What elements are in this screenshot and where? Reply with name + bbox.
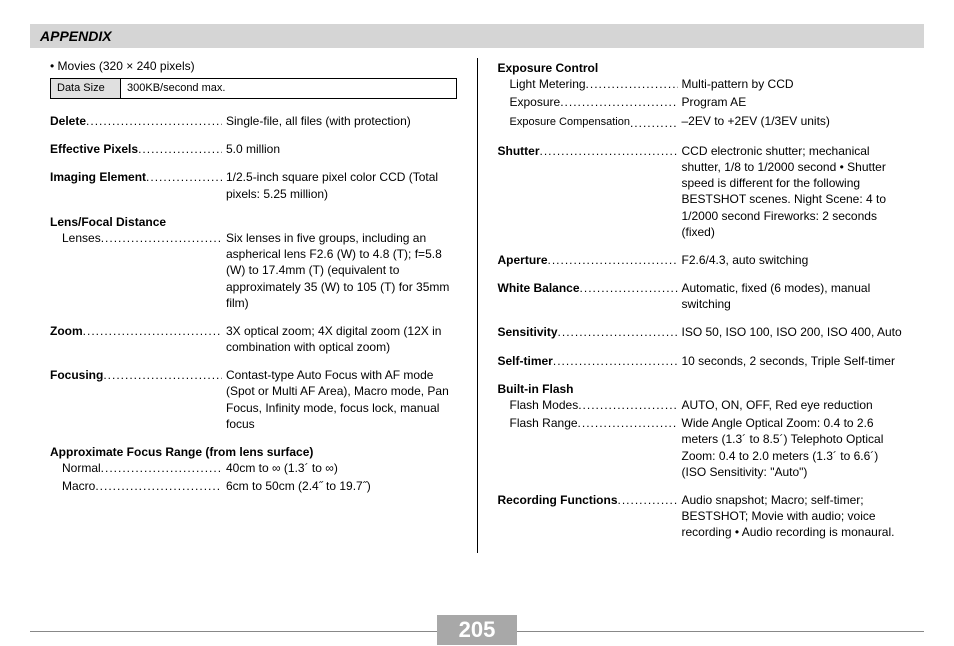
data-size-label: Data Size (51, 79, 121, 99)
spec-value: 6cm to 50cm (2.4˝ to 19.7˝) (222, 478, 457, 494)
spec-value: AUTO, ON, OFF, Red eye reduction (678, 397, 905, 413)
spec-label: Self-timer (498, 353, 553, 369)
spec-selft: Self-timer 10 seconds, 2 seconds, Triple… (498, 353, 905, 369)
dots (548, 252, 678, 268)
spec-label: Shutter (498, 143, 540, 159)
spec-value: 1/2.5-inch square pixel color CCD (Total… (222, 169, 457, 201)
dots (578, 415, 678, 431)
spec-label: Delete (50, 113, 86, 129)
spec-label: Zoom (50, 323, 83, 339)
right-column: Exposure Control Light Metering Multi-pa… (478, 58, 925, 553)
spec-label: Normal (50, 460, 101, 476)
data-size-table: Data Size 300KB/second max. (50, 78, 457, 99)
spec-value: Single-file, all files (with protection) (222, 113, 457, 129)
spec-lightm: Light Metering Multi-pattern by CCD (498, 76, 905, 92)
spec-label: Sensitivity (498, 324, 558, 340)
dots (558, 324, 678, 340)
dots (101, 460, 222, 476)
spec-value: Wide Angle Optical Zoom: 0.4 to 2.6 mete… (678, 415, 905, 480)
spec-label: Effective Pixels (50, 141, 138, 157)
spec-shutter: Shutter CCD electronic shutter; mechanic… (498, 143, 905, 240)
spec-value: Automatic, fixed (6 modes), manual switc… (678, 280, 905, 312)
dots (540, 143, 678, 159)
spec-delete: Delete Single-file, all files (with prot… (50, 113, 457, 129)
spec-label: Imaging Element (50, 169, 146, 185)
page-number: 205 (437, 615, 518, 645)
spec-label: Flash Range (498, 415, 578, 431)
spec-imgel: Imaging Element 1/2.5-inch square pixel … (50, 169, 457, 201)
page-footer: 205 (30, 615, 924, 632)
exposure-head: Exposure Control (498, 60, 905, 76)
spec-normal: Normal 40cm to ∞ (1.3´ to ∞) (50, 460, 457, 476)
movies-label: • Movies (320 × 240 pixels) (50, 58, 457, 74)
dots (618, 492, 678, 508)
data-size-value: 300KB/second max. (121, 79, 457, 99)
spec-label: Lenses (50, 230, 101, 246)
dots (580, 280, 678, 296)
spec-label: Light Metering (498, 76, 586, 92)
spec-label: Flash Modes (498, 397, 579, 413)
spec-label: Aperture (498, 252, 548, 268)
dots (146, 169, 222, 185)
spec-value: CCD electronic shutter; mechanical shutt… (678, 143, 905, 240)
spec-label: Focusing (50, 367, 103, 383)
spec-fmodes: Flash Modes AUTO, ON, OFF, Red eye reduc… (498, 397, 905, 413)
dots (101, 230, 222, 246)
dots (95, 478, 222, 494)
dots (83, 323, 222, 339)
left-column: • Movies (320 × 240 pixels) Data Size 30… (30, 58, 478, 553)
flash-head: Built-in Flash (498, 381, 905, 397)
content-columns: • Movies (320 × 240 pixels) Data Size 30… (30, 58, 924, 553)
spec-frange: Flash Range Wide Angle Optical Zoom: 0.4… (498, 415, 905, 480)
spec-label: Recording Functions (498, 492, 618, 508)
spec-value: –2EV to +2EV (1/3EV units) (678, 113, 905, 129)
spec-label: Macro (50, 478, 95, 494)
spec-exposure: Exposure Program AE (498, 94, 905, 110)
spec-macro: Macro 6cm to 50cm (2.4˝ to 19.7˝) (50, 478, 457, 494)
spec-lenses: Lenses Six lenses in five groups, includ… (50, 230, 457, 311)
spec-wb: White Balance Automatic, fixed (6 modes)… (498, 280, 905, 312)
spec-value: Multi-pattern by CCD (678, 76, 905, 92)
dots (86, 113, 222, 129)
spec-zoom: Zoom 3X optical zoom; 4X digital zoom (1… (50, 323, 457, 355)
range-head: Approximate Focus Range (from lens surfa… (50, 444, 457, 460)
spec-sens: Sensitivity ISO 50, ISO 100, ISO 200, IS… (498, 324, 905, 340)
spec-effpix: Effective Pixels 5.0 million (50, 141, 457, 157)
spec-value: Audio snapshot; Macro; self-timer; BESTS… (678, 492, 905, 541)
spec-label: Exposure Compensation (498, 115, 630, 131)
spec-value: Six lenses in five groups, including an … (222, 230, 457, 311)
spec-label: Exposure (498, 94, 561, 110)
spec-value: 5.0 million (222, 141, 457, 157)
spec-value: 3X optical zoom; 4X digital zoom (12X in… (222, 323, 457, 355)
spec-value: Contast-type Auto Focus with AF mode (Sp… (222, 367, 457, 432)
dots (630, 115, 678, 131)
spec-value: 40cm to ∞ (1.3´ to ∞) (222, 460, 457, 476)
spec-value: Program AE (678, 94, 905, 110)
spec-excomp: Exposure Compensation –2EV to +2EV (1/3E… (498, 113, 905, 131)
section-header: APPENDIX (30, 24, 924, 48)
spec-focusing: Focusing Contast-type Auto Focus with AF… (50, 367, 457, 432)
dots (553, 353, 678, 369)
spec-label: White Balance (498, 280, 580, 296)
spec-value: F2.6/4.3, auto switching (678, 252, 905, 268)
spec-value: 10 seconds, 2 seconds, Triple Self-timer (678, 353, 905, 369)
spec-aperture: Aperture F2.6/4.3, auto switching (498, 252, 905, 268)
dots (586, 76, 678, 92)
dots (578, 397, 677, 413)
spec-rec: Recording Functions Audio snapshot; Macr… (498, 492, 905, 541)
dots (103, 367, 222, 383)
dots (138, 141, 222, 157)
dots (560, 94, 677, 110)
lens-head: Lens/Focal Distance (50, 214, 457, 230)
spec-value: ISO 50, ISO 100, ISO 200, ISO 400, Auto (678, 324, 905, 340)
